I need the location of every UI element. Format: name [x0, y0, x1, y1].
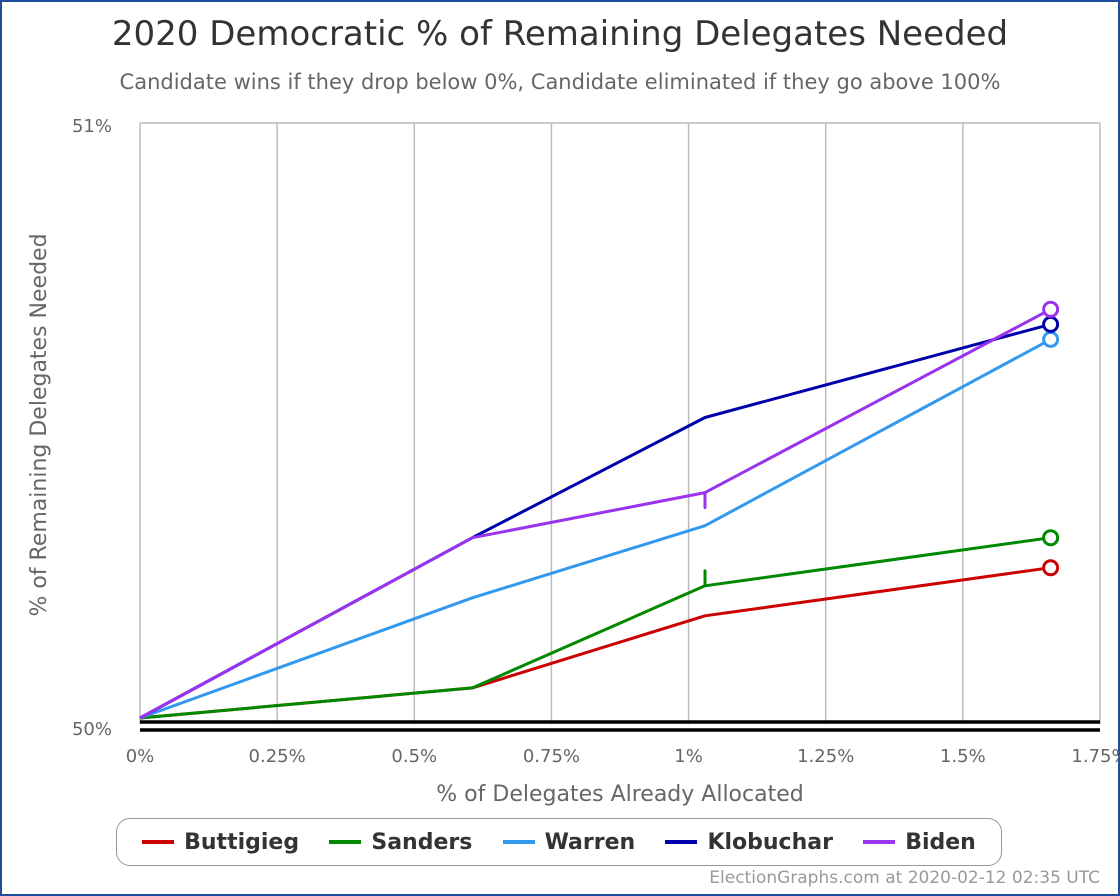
chart-title: 2020 Democratic % of Remaining Delegates… — [111, 14, 1009, 54]
legend-label: Warren — [544, 829, 636, 855]
chart-subtitle: Candidate wins if they drop below 0%, Ca… — [119, 70, 1001, 94]
series-endpoint-sanders — [1042, 529, 1060, 547]
legend-swatch — [502, 840, 535, 844]
x-tick-label: 1.5% — [940, 746, 986, 767]
legend-item-warren[interactable]: Warren — [502, 829, 636, 855]
credit-text: ElectionGraphs.com at 2020-02-12 02:35 U… — [709, 868, 1100, 888]
x-tick-label: 0.75% — [523, 746, 580, 767]
legend-label: Biden — [905, 829, 976, 855]
series-endpoint-warren — [1042, 330, 1060, 348]
grid-lines — [139, 122, 1101, 724]
series-line-warren — [139, 338, 1052, 720]
legend-label: Buttigieg — [184, 829, 300, 855]
x-axis-title: % of Delegates Already Allocated — [436, 782, 803, 807]
legend-label: Klobuchar — [707, 829, 833, 855]
series-line-sanders — [139, 536, 1051, 720]
legend-swatch — [665, 840, 698, 844]
axes — [140, 720, 1100, 732]
series-lines — [139, 300, 1060, 720]
legend-swatch — [142, 840, 175, 844]
x-tick-label: 1.25% — [797, 746, 854, 767]
legend: Buttigieg Sanders Warren Klobuchar Biden — [116, 818, 1002, 866]
x-tick-label: 0.25% — [249, 746, 306, 767]
x-tick-label: 0% — [126, 746, 155, 767]
legend-item-klobuchar[interactable]: Klobuchar — [665, 830, 833, 855]
legend-swatch — [329, 840, 362, 844]
legend-label: Sanders — [371, 829, 473, 855]
series-endpoint-biden — [1042, 300, 1060, 318]
y-tick-label: 50% — [72, 719, 112, 740]
legend-swatch — [863, 840, 896, 844]
x-tick-label: 1.75% — [1071, 746, 1120, 767]
series-line-biden — [139, 307, 1052, 720]
x-tick-label: 0.5% — [391, 746, 437, 767]
y-axis-title: % of Remaining Delegates Needed — [27, 233, 52, 616]
line-chart: 0% 0.25% 0.5% 0.75% 1% 1.25% 1.5% 1.75% 50% 51% %… — [27, 116, 1120, 807]
series-endpoint-buttigieg — [1042, 559, 1060, 577]
legend-item-biden[interactable]: Biden — [863, 830, 976, 855]
series-endpoint-klobuchar — [1042, 315, 1060, 333]
tick-labels: 0% 0.25% 0.5% 0.75% 1% 1.25% 1.5% 1.75% 50% 51% — [72, 116, 1120, 767]
legend-item-buttigieg[interactable]: Buttigieg — [142, 830, 299, 855]
y-tick-label: 51% — [72, 116, 112, 137]
x-tick-label: 1% — [674, 746, 703, 767]
legend-item-sanders[interactable]: Sanders — [329, 830, 472, 855]
